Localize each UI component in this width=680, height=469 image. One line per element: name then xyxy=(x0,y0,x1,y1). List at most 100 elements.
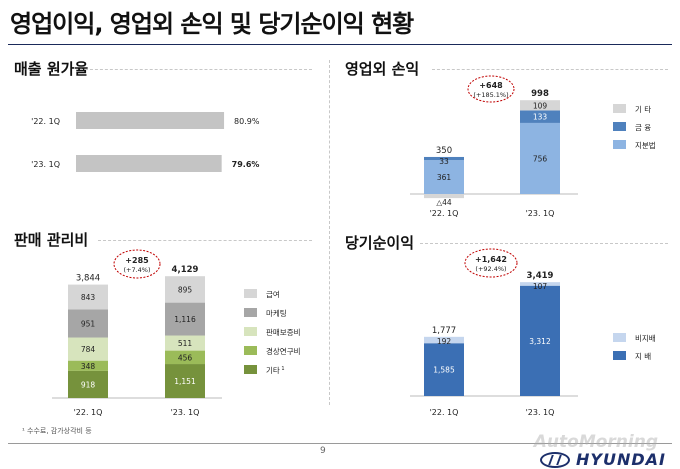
non-operating-bar-segment xyxy=(424,156,464,161)
sga-bar-segment xyxy=(68,284,108,310)
non-operating-legend-label: 지분법 xyxy=(635,140,656,150)
sga-callout-pct: (+7.4%) xyxy=(123,266,150,274)
sga-segment-label: 1,116 xyxy=(174,315,196,324)
hyundai-logo: HYUNDAI xyxy=(540,450,666,469)
net-income-legend-label: 비지배 xyxy=(635,334,656,343)
sga-bar-segment xyxy=(68,337,108,361)
sga-category-label: '22. 1Q xyxy=(74,408,103,417)
sga-total-label: 4,129 xyxy=(172,265,199,275)
sga-legend-swatch xyxy=(244,365,257,374)
sga-segment-label: 348 xyxy=(81,362,96,371)
net-income-bar-segment xyxy=(424,336,464,344)
sga-segment-label: 951 xyxy=(81,319,96,328)
non-operating-legend-label: 금 융 xyxy=(635,123,651,132)
sga-segment-label: 511 xyxy=(178,339,193,348)
sga-segment-label: 456 xyxy=(178,353,193,362)
sga-legend-label: 기타 1 xyxy=(266,366,285,375)
bottom-rule xyxy=(8,443,672,444)
sga-total-label: 3,844 xyxy=(76,274,100,284)
sga-segment-label: 918 xyxy=(81,380,96,389)
non-operating-segment-label: △44 xyxy=(436,198,452,207)
cost-ratio-value-label: 79.6% xyxy=(232,160,260,169)
cost-ratio-category-label: '23. 1Q xyxy=(31,160,60,169)
cost-ratio-category-label: '22. 1Q xyxy=(31,117,60,126)
vertical-divider xyxy=(329,60,330,405)
sga-bar-segment xyxy=(165,350,205,365)
non-operating-legend-label: 기 타 xyxy=(635,105,651,114)
non-operating-callout-ellipse xyxy=(467,75,515,103)
non-operating-segment-label: 109 xyxy=(533,101,548,110)
non-operating-legend-swatch xyxy=(613,104,626,113)
net-income-bar-segment xyxy=(424,343,464,396)
sga-bar-segment xyxy=(165,364,205,398)
sga-legend-label: 마케팅 xyxy=(266,308,287,318)
net-income-segment-label: 1,585 xyxy=(433,366,455,375)
non-operating-bar-segment xyxy=(520,100,560,111)
sga-segment-label: 895 xyxy=(178,285,193,294)
non-operating-category-label: '22. 1Q xyxy=(430,209,459,218)
legend-footnote-marker: 1 xyxy=(280,366,285,372)
net-income-segment-label: 107 xyxy=(533,282,548,291)
section-rule-cost-ratio xyxy=(80,69,312,70)
non-operating-legend-swatch xyxy=(613,122,626,131)
sga-legend-swatch xyxy=(244,327,257,336)
non-operating-bar-segment xyxy=(520,110,560,123)
sga-callout-value: +285 xyxy=(125,256,149,265)
net-income-total-label: 3,419 xyxy=(527,271,554,281)
non-operating-bar-segment xyxy=(520,122,560,194)
net-income-callout-value: +1,642 xyxy=(475,255,507,264)
logo-wordmark: HYUNDAI xyxy=(576,450,666,469)
cost-ratio-bar xyxy=(76,155,222,172)
non-operating-callout-pct: (+185.1%) xyxy=(473,91,508,99)
sga-legend-label: 판매보증비 xyxy=(266,328,301,337)
net-income-callout-ellipse xyxy=(464,248,518,278)
section-rule-net-income xyxy=(420,243,668,244)
sga-legend-swatch xyxy=(244,346,257,355)
cost-ratio-value-label: 80.9% xyxy=(234,117,260,126)
page-number: 9 xyxy=(320,446,326,456)
non-operating-bar-segment xyxy=(424,160,464,194)
section-rule-sga xyxy=(98,240,312,241)
net-income-legend-swatch xyxy=(613,351,626,360)
sga-callout-ellipse xyxy=(113,249,161,279)
net-income-segment-label: 3,312 xyxy=(529,337,551,346)
section-title-non-operating: 영업외 손익 xyxy=(345,60,420,78)
title-underline xyxy=(8,44,672,45)
sga-bar-segment xyxy=(68,370,108,398)
section-title-cost-ratio: 매출 원가율 xyxy=(14,60,89,78)
net-income-legend-swatch xyxy=(613,333,626,342)
net-income-total-label: 1,777 xyxy=(432,326,456,336)
section-title-net-income: 당기순이익 xyxy=(345,234,415,252)
sga-bar-segment xyxy=(165,276,205,303)
non-operating-legend-swatch xyxy=(613,140,626,149)
non-operating-segment-label: 133 xyxy=(533,113,548,122)
net-income-category-label: '22. 1Q xyxy=(430,408,459,417)
non-operating-total-label: 350 xyxy=(436,146,452,156)
sga-bar-segment xyxy=(165,335,205,351)
sga-legend-swatch xyxy=(244,308,257,317)
non-operating-segment-label: 361 xyxy=(437,173,452,182)
net-income-category-label: '23. 1Q xyxy=(526,408,555,417)
section-rule-non-operating xyxy=(432,69,668,70)
net-income-callout-pct: (+92.4%) xyxy=(475,265,506,273)
cost-ratio-bar xyxy=(76,112,225,129)
page-title: 영업이익, 영업외 손익 및 당기순이익 현황 xyxy=(10,10,414,38)
non-operating-callout-value: +648 xyxy=(479,81,503,90)
sga-legend-swatch xyxy=(244,289,257,298)
sga-bar-segment xyxy=(165,302,205,336)
sga-segment-label: 1,151 xyxy=(174,377,196,386)
net-income-segment-label: 192 xyxy=(437,337,452,346)
net-income-bar-segment xyxy=(520,282,560,286)
hyundai-emblem-icon xyxy=(540,451,571,468)
sga-segment-label: 784 xyxy=(81,345,96,354)
non-operating-category-label: '23. 1Q xyxy=(526,209,555,218)
net-income-bar-segment xyxy=(520,285,560,396)
sga-category-label: '23. 1Q xyxy=(171,408,200,417)
sga-segment-label: 843 xyxy=(81,293,96,302)
non-operating-total-label: 998 xyxy=(531,89,549,99)
sga-bar-segment xyxy=(68,360,108,371)
non-operating-segment-label: 33 xyxy=(439,157,449,166)
footnote: ¹ 수수료, 감가상각비 등 xyxy=(22,427,92,435)
net-income-legend-label: 지 배 xyxy=(635,352,651,361)
